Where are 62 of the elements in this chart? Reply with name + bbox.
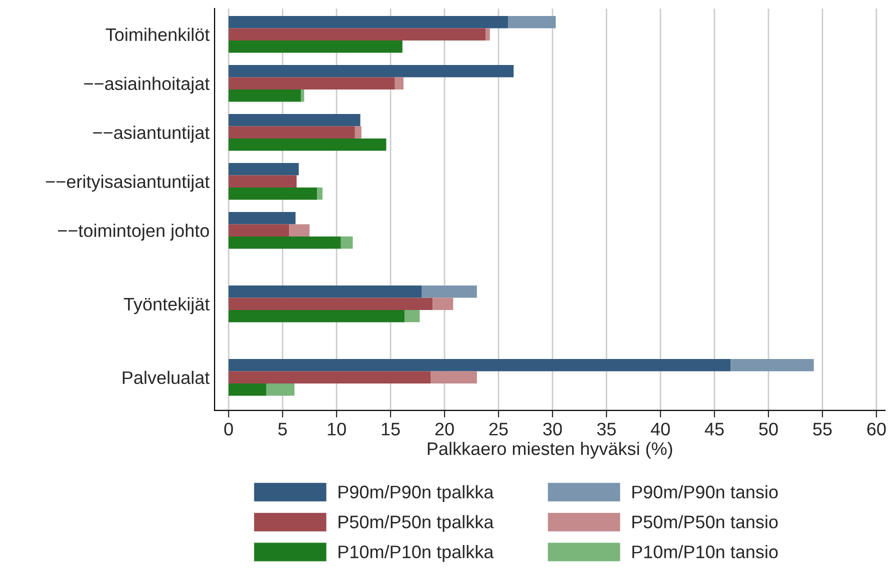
bar xyxy=(289,224,310,236)
legend-label: P10m/P10n tansio xyxy=(632,545,778,558)
legend-label: P90m/P90n tpalkka xyxy=(338,485,494,502)
x-tick-label: 20 xyxy=(435,422,454,436)
x-tick-label: 60 xyxy=(867,422,886,436)
bar xyxy=(266,383,294,396)
y-tick-label: Palvelualat xyxy=(122,370,210,384)
bar xyxy=(228,383,266,396)
bar xyxy=(228,212,296,224)
bar xyxy=(228,187,318,200)
y-tick-label: −−toimintojen johto xyxy=(58,224,209,241)
x-tick-label: 15 xyxy=(382,422,400,436)
bar xyxy=(404,310,420,322)
bar xyxy=(228,114,360,126)
bar xyxy=(228,224,290,236)
bar xyxy=(508,16,556,28)
bar xyxy=(228,285,422,298)
x-tick-label: 10 xyxy=(328,422,346,436)
bar xyxy=(228,236,341,249)
bar xyxy=(228,298,433,310)
bar xyxy=(432,298,454,310)
legend-label: P50m/P50n tpalkka xyxy=(338,515,494,532)
y-tick-label: Työntekijät xyxy=(124,297,210,314)
x-axis-title: Palkkaero miesten hyväksi (%) xyxy=(428,442,672,459)
x-tick-label: 35 xyxy=(597,422,616,436)
bar xyxy=(228,40,402,53)
x-tick-label: 0 xyxy=(224,422,233,436)
bar xyxy=(228,64,514,78)
bar xyxy=(422,285,477,298)
bar xyxy=(228,371,430,384)
bar xyxy=(300,89,304,102)
bar xyxy=(228,162,299,176)
bar xyxy=(228,16,508,28)
x-tick-label: 5 xyxy=(278,422,287,436)
x-tick-label: 45 xyxy=(704,422,724,436)
y-tick-label: −−asiainhoitajat xyxy=(84,76,210,94)
bar xyxy=(354,126,362,138)
bar xyxy=(228,77,395,90)
bar xyxy=(228,138,386,151)
bar xyxy=(228,126,355,138)
y-tick-label: −−erityisasiantuntijat xyxy=(46,174,210,192)
x-tick-label: 55 xyxy=(813,422,832,436)
y-tick-label: Toimihenkilöt xyxy=(106,28,210,42)
x-tick-label: 30 xyxy=(543,422,562,436)
bar xyxy=(394,77,404,90)
legend-label: P50m/P50n tansio xyxy=(632,515,778,528)
bar xyxy=(228,358,731,372)
bar xyxy=(430,371,477,384)
bar xyxy=(228,175,297,188)
bar xyxy=(228,310,405,322)
x-tick-label: 50 xyxy=(759,422,778,436)
x-tick-label: 40 xyxy=(650,422,670,436)
bar xyxy=(340,236,353,249)
legend-label: P90m/P90n tansio xyxy=(632,485,778,498)
y-tick-label: −−asiantuntijat xyxy=(93,126,210,143)
bar xyxy=(730,358,814,372)
x-tick-label: 25 xyxy=(489,422,508,436)
legend-label: P10m/P10n tpalkka xyxy=(338,545,494,562)
bar xyxy=(317,187,323,200)
bar xyxy=(486,28,490,40)
bar xyxy=(228,28,486,40)
bar xyxy=(228,89,301,102)
